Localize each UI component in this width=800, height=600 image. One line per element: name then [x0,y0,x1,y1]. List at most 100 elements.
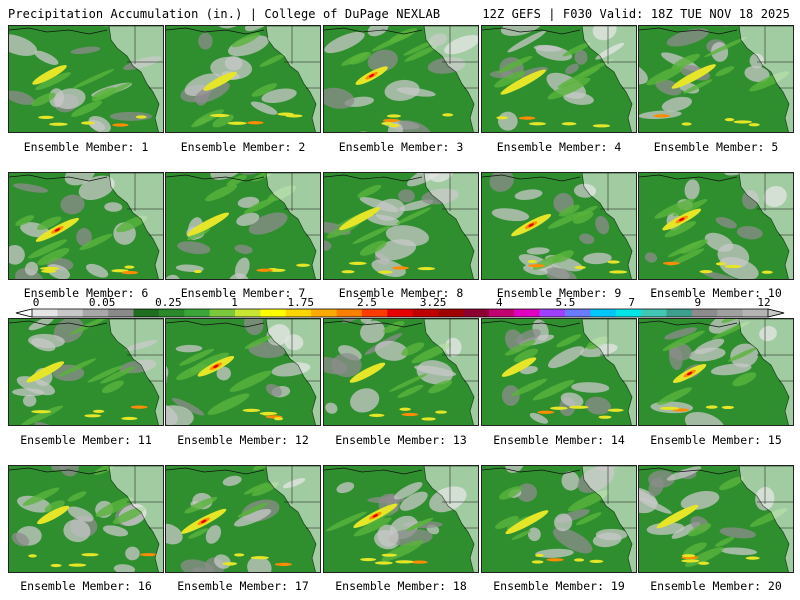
colorbar-swatch [590,309,617,317]
colorbar-tick-label: 4 [496,297,503,309]
colorbar-swatch [158,309,185,317]
colorbar-swatch [488,309,515,317]
precip-map-graphic [324,319,478,425]
ensemble-member-label: Ensemble Member: 20 [650,579,782,593]
colorbar-tick-label: 12 [757,297,770,309]
colorbar-swatch [539,309,566,317]
ensemble-member-label: Ensemble Member: 14 [493,433,625,447]
ensemble-member-label: Ensemble Member: 6 [23,286,149,300]
colorbar-swatch [285,309,312,317]
ensemble-member-label: Ensemble Member: 12 [177,433,309,447]
colorbar-swatch [336,309,363,317]
colorbar-max-arrow [767,308,785,318]
colorbar-swatch [184,309,210,317]
colorbar-swatch [311,309,337,317]
precip-map-graphic [639,173,793,279]
colorbar-tick-label: 9 [695,297,702,309]
ensemble-member-label: Ensemble Member: 13 [335,433,467,447]
ensemble-member-label: Ensemble Member: 18 [335,579,467,593]
precip-map-graphic [166,26,320,132]
ensemble-member-label: Ensemble Member: 11 [20,433,152,447]
ensemble-member-map [165,465,321,573]
precip-map-graphic [639,319,793,425]
run-valid-time: 12Z GEFS | F030 Valid: 18Z TUE NOV 18 20… [482,7,790,21]
ensemble-member-map [638,25,794,133]
ensemble-member-map [165,172,321,280]
colorbar-swatch [260,309,287,317]
ensemble-member-map [481,172,637,280]
ensemble-member-map [8,25,164,133]
colorbar-swatch [438,309,464,317]
precip-map-graphic [482,466,636,572]
ensemble-member-label: Ensemble Member: 9 [496,286,622,300]
ensemble-member-map [323,465,479,573]
ensemble-member-map [481,25,637,133]
precip-map-graphic [166,319,320,425]
precip-map-graphic [639,466,793,572]
colorbar-swatch [235,309,261,317]
precip-map-graphic [9,173,163,279]
ensemble-member-label: Ensemble Member: 16 [20,579,152,593]
colorbar-swatch [615,309,642,317]
ensemble-member-label: Ensemble Member: 19 [493,579,625,593]
colorbar-swatch [564,309,591,317]
precip-map-graphic [639,26,793,132]
ensemble-member-label: Ensemble Member: 10 [650,286,782,300]
precip-map-graphic [482,173,636,279]
ensemble-member-map [8,318,164,426]
precip-map-graphic [9,26,163,132]
colorbar-swatch [691,309,718,317]
ensemble-member-map [8,465,164,573]
ensemble-member-map [165,318,321,426]
colorbar-swatch [641,309,667,317]
ensemble-member-map [8,172,164,280]
precip-map-graphic [324,466,478,572]
ensemble-member-map [481,318,637,426]
precip-map-graphic [9,466,163,572]
ensemble-member-label: Ensemble Member: 15 [650,433,782,447]
precip-map-graphic [482,26,636,132]
colorbar-swatch [57,309,84,317]
precip-map-graphic [166,466,320,572]
ensemble-member-map [323,25,479,133]
ensemble-member-label: Ensemble Member: 7 [180,286,306,300]
ensemble-member-map [323,318,479,426]
colorbar-swatch [463,309,490,317]
ensemble-member-map [638,318,794,426]
colorbar-tick-label: 0.25 [155,297,182,309]
colorbar-tick-label: 1.75 [287,297,314,309]
ensemble-member-map [165,25,321,133]
colorbar-swatch [666,309,693,317]
colorbar-tick-label: 0.05 [89,297,116,309]
ensemble-member-label: Ensemble Member: 4 [496,140,622,154]
colorbar-swatch [412,309,439,317]
precip-map-graphic [482,319,636,425]
colorbar-tick-label: 5.5 [556,297,576,309]
precip-map-graphic [324,173,478,279]
colorbar-swatch [133,309,160,317]
colorbar-tick-label: 0 [33,297,40,309]
colorbar-swatch [717,309,743,317]
precip-map-graphic [9,319,163,425]
ensemble-member-label: Ensemble Member: 5 [653,140,779,154]
precip-map-graphic [166,173,320,279]
ensemble-member-label: Ensemble Member: 17 [177,579,309,593]
colorbar-swatch [108,309,134,317]
ensemble-member-label: Ensemble Member: 3 [338,140,464,154]
precip-colorbar: 0 0.05 0.25 1 1.75 2.5 3.25 4 5.5 7 9 12 [15,297,785,318]
ensemble-member-map [481,465,637,573]
colorbar-swatch [514,309,540,317]
ensemble-member-map [323,172,479,280]
colorbar-swatch [82,309,109,317]
ensemble-member-map [638,465,794,573]
colorbar-swatch [209,309,236,317]
colorbar-swatch [742,309,769,317]
ensemble-member-label: Ensemble Member: 1 [23,140,149,154]
colorbar-min-arrow [15,308,33,318]
colorbar-tick-label: 1 [231,297,238,309]
ensemble-member-label: Ensemble Member: 2 [180,140,306,154]
colorbar-swatch [361,309,388,317]
colorbar-swatch [387,309,413,317]
ensemble-member-map [638,172,794,280]
colorbar-tick-label: 3.25 [420,297,447,309]
